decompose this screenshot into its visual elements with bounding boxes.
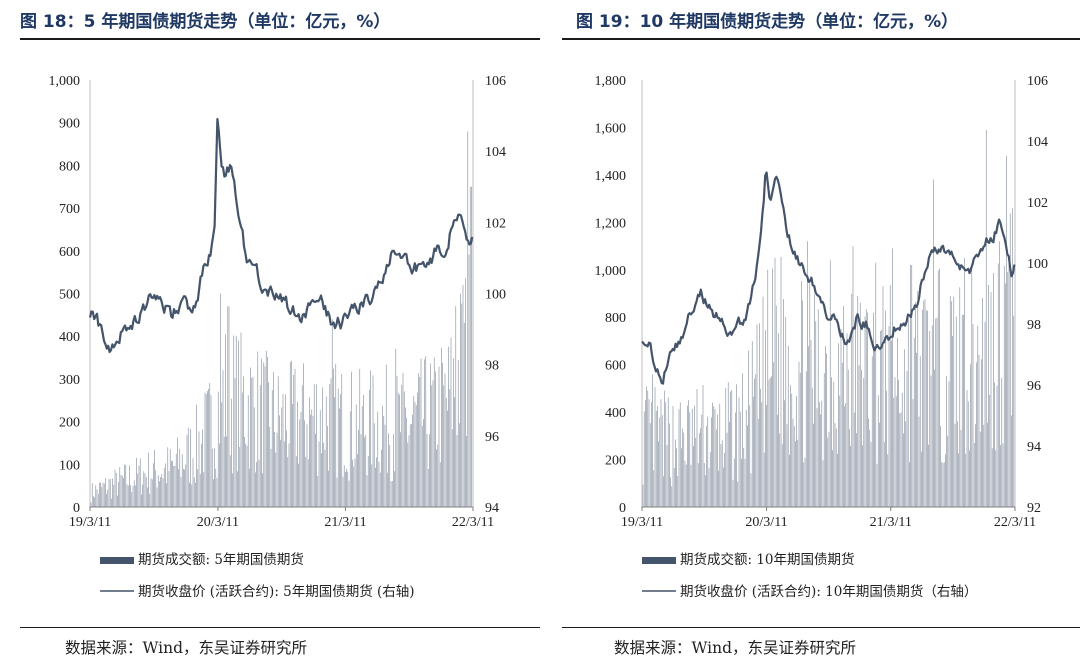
y-tick-label: 0 bbox=[619, 501, 626, 516]
legend-bar-swatch bbox=[642, 557, 676, 564]
y2-tick-label: 94 bbox=[1027, 440, 1041, 455]
y2-tick-label: 104 bbox=[485, 145, 506, 160]
y-tick-label: 400 bbox=[59, 330, 80, 345]
y2-tick-label: 100 bbox=[1027, 257, 1048, 272]
y-tick-label: 1,200 bbox=[595, 216, 627, 231]
source-note: 数据来源：Wind，东吴证券研究所 bbox=[65, 639, 308, 657]
x-tick-label: 22/3/11 bbox=[452, 515, 494, 530]
y-tick-label: 1,000 bbox=[595, 264, 627, 279]
y-tick-label: 600 bbox=[605, 359, 626, 374]
x-tick-label: 20/3/11 bbox=[745, 515, 787, 530]
y-tick-label: 300 bbox=[59, 373, 80, 388]
bottom-rule bbox=[562, 627, 1080, 628]
y-tick-label: 200 bbox=[59, 416, 80, 431]
legend-label-volume: 期货成交额: 10年期国债期货 bbox=[680, 551, 855, 568]
legend-label-price: 期货收盘价 (活跃合约): 10年期国债期货（右轴） bbox=[680, 583, 977, 600]
y-tick-label: 1,400 bbox=[595, 169, 627, 184]
figure-title: 图 18：5 年期国债期货走势（单位：亿元，%） bbox=[20, 12, 391, 32]
y2-tick-label: 92 bbox=[1027, 501, 1041, 516]
bar-series bbox=[90, 131, 472, 507]
y-tick-label: 600 bbox=[59, 245, 80, 260]
chart-svg: 0 100 200 300 400 500 600 700 800 900 1,000 94 96 98 1… bbox=[49, 74, 507, 600]
legend-label-volume: 期货成交额: 5年期国债期货 bbox=[138, 551, 304, 568]
y2-tick-label: 106 bbox=[485, 74, 506, 89]
y2-tick-label: 96 bbox=[1027, 379, 1041, 394]
y2-tick-label: 96 bbox=[485, 430, 499, 445]
bottom-rule bbox=[20, 627, 540, 628]
price-line bbox=[641, 171, 1016, 385]
y-tick-label: 800 bbox=[59, 159, 80, 174]
x-tick-label: 19/3/11 bbox=[621, 515, 663, 530]
y-tick-label: 500 bbox=[59, 288, 80, 303]
x-tick-label: 21/3/11 bbox=[324, 515, 366, 530]
y2-tick-label: 104 bbox=[1027, 135, 1048, 150]
x-tick-label: 22/3/11 bbox=[994, 515, 1036, 530]
price-line bbox=[88, 117, 474, 354]
y-tick-label: 1,800 bbox=[595, 74, 627, 89]
title-rule bbox=[562, 38, 1080, 40]
x-tick-label: 20/3/11 bbox=[197, 515, 239, 530]
y2-tick-label: 106 bbox=[1027, 74, 1048, 89]
y-tick-label: 800 bbox=[605, 311, 626, 326]
y-tick-label: 400 bbox=[605, 406, 626, 421]
y2-tick-label: 100 bbox=[485, 288, 506, 303]
source-note: 数据来源：Wind，东吴证券研究所 bbox=[614, 639, 857, 657]
figure-title: 图 19：10 年期国债期货走势（单位：亿元，%） bbox=[576, 12, 959, 32]
y2-tick-label: 102 bbox=[485, 216, 506, 231]
y2-tick-label: 98 bbox=[485, 359, 499, 374]
y2-tick-label: 98 bbox=[1027, 318, 1041, 333]
y-tick-label: 700 bbox=[59, 202, 80, 217]
x-tick-label: 19/3/11 bbox=[69, 515, 111, 530]
legend-label-price: 期货收盘价 (活跃合约): 5年期国债期货 (右轴) bbox=[138, 583, 415, 600]
title-rule bbox=[20, 38, 540, 40]
legend-bar-swatch bbox=[100, 557, 134, 564]
y2-tick-label: 94 bbox=[485, 501, 499, 516]
y-tick-label: 100 bbox=[59, 458, 80, 473]
x-tick-label: 21/3/11 bbox=[870, 515, 912, 530]
y-tick-label: 200 bbox=[605, 454, 626, 469]
y-tick-label: 1,600 bbox=[595, 121, 627, 136]
chart-svg: 0 200 400 600 800 1,000 1,200 1,400 1,600 1,800 92… bbox=[595, 74, 1049, 600]
y-tick-label: 0 bbox=[73, 501, 80, 516]
y-tick-label: 1,000 bbox=[49, 74, 81, 89]
bar-series bbox=[642, 129, 1015, 507]
y2-tick-label: 102 bbox=[1027, 196, 1048, 211]
y-tick-label: 900 bbox=[59, 117, 80, 132]
